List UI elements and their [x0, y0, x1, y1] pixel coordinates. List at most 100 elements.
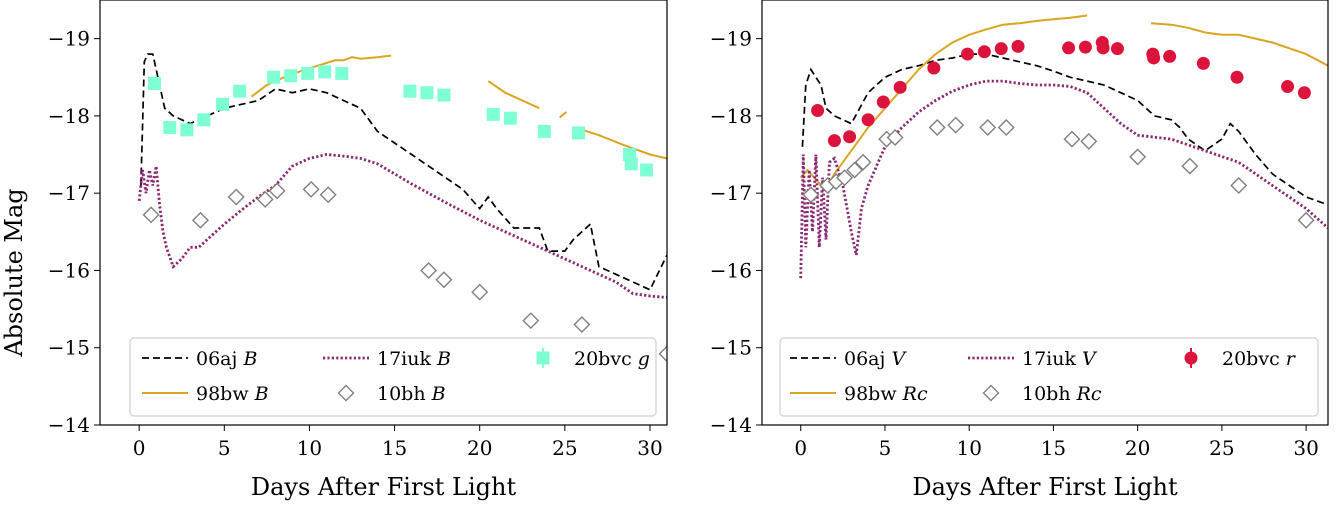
- series-10bh-point: [1129, 148, 1147, 166]
- series-20bvc-point: [624, 157, 638, 171]
- series-10bh-point: [1297, 211, 1315, 229]
- x-axis-label: Days After First Light: [251, 473, 517, 501]
- series-20bvc-point: [301, 66, 315, 80]
- legend-band-name: B: [254, 383, 269, 405]
- legend-label-20bvc: 20bvc g: [574, 348, 650, 370]
- legend-band-name: V: [891, 348, 907, 370]
- legend-object-name: 17iuk: [1022, 348, 1082, 370]
- legend-object-name: 06aj: [196, 348, 243, 370]
- x-tick-label: 30: [1293, 436, 1318, 460]
- right-panel-v-r-band: 0 5 10 15 20 25 30 −19 −18 −17 −16 −15 −14 Days After…: [710, 0, 1329, 501]
- series-10bh-point: [302, 180, 320, 198]
- series-20bvc-point: [335, 66, 349, 80]
- series-20bvc-point: [571, 126, 585, 140]
- series-10bh-point: [846, 161, 864, 179]
- series-10bh-point: [997, 119, 1015, 136]
- x-axis-label: Days After First Light: [912, 473, 1178, 501]
- legend-label-98bw: 98bw B: [196, 383, 269, 405]
- series-20bvc-point: [503, 111, 517, 125]
- series-10bh-point: [420, 261, 438, 279]
- series-20bvc-point: [284, 69, 298, 83]
- legend-object-name: 10bh: [377, 383, 432, 405]
- plot-area: [799, 14, 1328, 279]
- series-98bw-line: [574, 126, 667, 160]
- left-panel-b-g-band: 0 5 10 15 20 25 30 −19 −18 −17 −16 −15 −14 Days After…: [0, 0, 668, 501]
- y-tick-label: −16: [710, 258, 752, 282]
- series-10bh-point: [886, 129, 904, 147]
- x-tick-label: 20: [1125, 436, 1150, 460]
- series-98bw-line: [559, 111, 568, 119]
- legend-object-name: 98bw: [844, 383, 903, 405]
- x-tick-label: 25: [552, 436, 577, 460]
- series-20bvc-point: [861, 113, 875, 127]
- series-10bh-point: [191, 211, 209, 229]
- series-20bvc-point: [180, 123, 194, 137]
- series-06aj-line: [801, 53, 1328, 206]
- plot-frame: [99, 0, 668, 426]
- legend-object-name: 10bh: [1022, 383, 1077, 405]
- plot-area: [137, 53, 667, 363]
- series-20bvc-point: [876, 95, 890, 109]
- series-10bh-point: [256, 190, 274, 208]
- plot-frame: [761, 0, 1329, 426]
- series-10bh-point: [947, 116, 965, 134]
- series-20bvc-point: [1281, 80, 1295, 94]
- legend-marker-10bh: [982, 384, 1000, 402]
- series-20bvc-point: [163, 121, 177, 134]
- legend-object-name: 06aj: [844, 348, 891, 370]
- series-20bvc-point: [486, 107, 500, 121]
- legend-object-name: 17iuk: [377, 348, 437, 370]
- series-20bvc-point: [827, 134, 841, 148]
- series-10bh-point: [802, 186, 820, 204]
- series-10bh-point: [227, 188, 245, 206]
- series-10bh-point: [658, 345, 667, 363]
- series-17iuk-line: [799, 79, 1328, 279]
- y-tick-label: −19: [710, 27, 752, 51]
- series-10bh-point: [854, 153, 872, 171]
- series-20bvc-point: [1096, 41, 1110, 55]
- series-20bvc-point: [437, 88, 451, 102]
- legend-label-10bh: 10bh Rc: [1022, 383, 1102, 405]
- series-10bh-point: [142, 206, 160, 224]
- series-20bvc-point: [318, 65, 332, 79]
- y-tick-label: −18: [710, 104, 752, 128]
- series-20bvc-point: [420, 86, 434, 100]
- legend-object-name: 20bvc: [574, 348, 638, 370]
- series-10bh-point: [522, 312, 540, 330]
- series-10bh-point: [573, 316, 591, 334]
- series-10bh-point: [435, 271, 453, 289]
- legend-marker-10bh: [337, 384, 355, 402]
- y-tick-label: −14: [710, 413, 752, 437]
- x-tick-label: 30: [637, 436, 662, 460]
- series-98bw-line: [487, 80, 540, 110]
- legend-box: [129, 337, 657, 417]
- series-10bh-point: [1230, 176, 1248, 194]
- series-20bvc-point: [537, 124, 551, 138]
- legend-label-17iuk: 17iuk V: [1022, 348, 1098, 370]
- series-20bvc-point: [197, 113, 211, 127]
- y-tick-label: −14: [48, 413, 90, 437]
- x-tick-label: 5: [218, 436, 231, 460]
- series-20bvc-point: [1230, 70, 1244, 84]
- legend-box: [779, 337, 1319, 417]
- series-20bvc-point: [927, 61, 941, 75]
- series-20bvc-point: [1147, 51, 1161, 65]
- series-20bvc-point: [1078, 40, 1092, 54]
- y-tick-label: −17: [710, 181, 752, 205]
- legend-band-name: V: [1082, 348, 1098, 370]
- series-20bvc-point: [1196, 56, 1210, 70]
- series-20bvc-point: [961, 47, 975, 61]
- y-axis-label: Absolute Mag: [0, 188, 28, 357]
- series-20bvc-point: [977, 45, 991, 59]
- legend-label-20bvc: 20bvc r: [1222, 348, 1297, 370]
- series-20bvc-point: [1062, 41, 1076, 55]
- legend-band-name: B: [431, 383, 446, 405]
- legend-label-06aj: 06aj B: [196, 348, 257, 370]
- series-20bvc-point: [811, 104, 825, 117]
- series-06aj-line: [140, 53, 667, 291]
- y-tick-label: −15: [710, 336, 752, 360]
- series-20bvc-point: [893, 80, 907, 94]
- series-98bw-line: [799, 14, 1088, 191]
- series-20bvc-point: [1163, 49, 1177, 63]
